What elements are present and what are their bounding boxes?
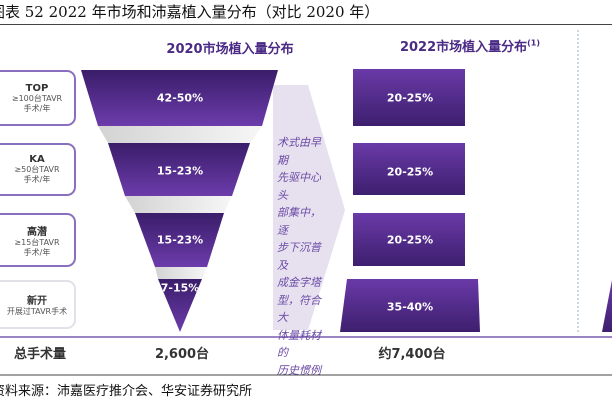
connector-2	[125, 196, 232, 213]
tier-name: 新开	[27, 296, 47, 307]
tier-desc: 手术/年	[23, 103, 51, 113]
note-line: 成金字塔	[277, 276, 321, 289]
header-2022: 2022市场植入量分布(1)	[400, 36, 540, 55]
tier-box-potential: 高潜 ≥15台TAVR 手术/年	[0, 213, 76, 267]
header-2022-footnote: (1)	[527, 38, 541, 48]
tier-desc: ≥15台TAVR	[14, 237, 60, 247]
share-2020-potential: 15-23%	[156, 233, 204, 247]
tier-name: TOP	[25, 82, 49, 94]
share-2020-top: 42-50%	[156, 91, 204, 105]
partial-shape-right	[602, 280, 612, 332]
tier-desc: 手术/年	[23, 247, 51, 257]
connector-3	[155, 267, 207, 279]
share-2022-ka: 20-25%	[386, 165, 434, 179]
note-line: 历史惯例	[277, 363, 321, 377]
funnel-new	[158, 279, 202, 332]
transition-arrow	[273, 85, 345, 330]
bar-2022-top	[353, 69, 465, 126]
bar-2022-new	[340, 279, 480, 332]
tier-desc: ≥50台TAVR	[14, 165, 60, 174]
tier-name: KA	[29, 154, 45, 165]
funnel-potential	[135, 213, 224, 267]
note-line: 部集中，逐	[277, 206, 321, 237]
note-line: 体量耗材的	[277, 328, 321, 360]
top-rule	[0, 24, 612, 25]
header-2020: 2020市场植入量分布	[166, 38, 293, 57]
figure-title: 图表 52 2022 年市场和沛嘉植入量分布（对比 2020 年）	[0, 3, 380, 21]
share-2022-potential: 20-25%	[386, 233, 434, 247]
bar-2022-potential	[353, 213, 465, 266]
arrow-note: 术式由早期 先驱中心头 部集中，逐 步下沉普及 成金字塔 型，符合大 体量耗材的…	[277, 134, 327, 379]
funnel-ka	[108, 143, 250, 196]
note-line: 先驱中心头	[277, 171, 321, 202]
note-line: 步下沉普及	[277, 241, 321, 272]
source-note: 资料来源：沛嘉医疗推介会、华安证券研究所	[0, 384, 253, 399]
share-2022-new: 35-40%	[386, 300, 434, 314]
share-2022-top: 20-25%	[386, 91, 434, 105]
tier-desc: ≥100台TAVR	[11, 93, 63, 103]
total-2020: 2,600台	[154, 347, 210, 362]
note-line: 术式由早期	[277, 136, 321, 167]
total-2022: 约7,400台	[378, 347, 446, 362]
tier-box-top: TOP ≥100台TAVR 手术/年	[0, 70, 76, 126]
header-2022-text: 2022市场植入量分布	[399, 40, 528, 55]
tier-desc: 开展过TAVR手术	[6, 307, 68, 316]
tier-box-ka: KA ≥50台TAVR 手术/年	[0, 143, 76, 196]
tier-box-new: 新开 开展过TAVR手术	[0, 280, 76, 329]
tier-name: 高潜	[27, 226, 47, 238]
total-label: 总手术量	[13, 347, 67, 362]
connector-1	[98, 126, 262, 143]
tier-desc: 手术/年	[23, 175, 51, 184]
funnel-top	[81, 70, 278, 126]
note-line: 型，符合大	[277, 293, 321, 325]
share-2020-ka: 15-23%	[156, 164, 204, 178]
header-2020-text: 2020市场植入量分布	[166, 42, 294, 57]
share-2020-new: 7-15%	[160, 281, 200, 295]
bar-2022-ka	[353, 143, 465, 195]
